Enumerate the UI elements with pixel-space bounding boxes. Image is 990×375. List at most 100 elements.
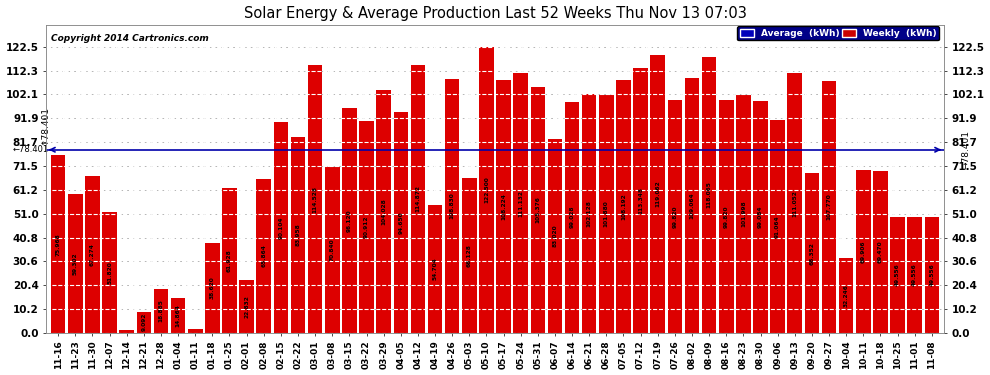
Text: 118.065: 118.065 — [707, 182, 712, 209]
Text: ↑78.401: ↑78.401 — [40, 106, 49, 145]
Bar — [634, 68, 647, 333]
Text: 111.052: 111.052 — [792, 190, 797, 217]
Text: 122.500: 122.500 — [484, 177, 489, 203]
Bar — [343, 108, 356, 333]
Text: 119.062: 119.062 — [655, 180, 660, 207]
Text: 108.224: 108.224 — [501, 193, 506, 220]
Bar — [462, 178, 476, 333]
Text: 113.348: 113.348 — [639, 187, 644, 214]
Text: 102.128: 102.128 — [587, 200, 592, 227]
Bar — [856, 170, 870, 333]
Text: Copyright 2014 Cartronics.com: Copyright 2014 Cartronics.com — [50, 34, 209, 43]
Text: 108.192: 108.192 — [621, 193, 626, 220]
Text: 75.968: 75.968 — [55, 233, 60, 255]
Bar — [599, 95, 614, 333]
Bar — [839, 258, 853, 333]
Bar — [667, 100, 682, 333]
Bar — [188, 329, 203, 333]
Bar — [514, 73, 528, 333]
Bar — [445, 79, 459, 333]
Bar — [908, 217, 922, 333]
Bar — [273, 122, 288, 333]
Text: 114.872: 114.872 — [416, 185, 421, 212]
Bar — [256, 179, 271, 333]
Text: 54.704: 54.704 — [433, 258, 438, 280]
Text: 65.864: 65.864 — [261, 244, 266, 267]
Bar — [393, 112, 408, 333]
Bar — [822, 81, 837, 333]
Text: 96.120: 96.120 — [346, 209, 351, 232]
Bar — [925, 217, 940, 333]
Bar — [531, 87, 545, 333]
Text: 99.084: 99.084 — [758, 206, 763, 228]
Text: 99.028: 99.028 — [569, 206, 574, 228]
Bar — [222, 188, 237, 333]
Bar — [616, 80, 631, 333]
Text: 9.092: 9.092 — [142, 313, 147, 332]
Bar — [496, 80, 511, 333]
Text: 51.820: 51.820 — [107, 261, 112, 284]
Text: →78.401: →78.401 — [961, 130, 971, 169]
Bar — [547, 139, 562, 333]
Text: 69.470: 69.470 — [878, 240, 883, 263]
Text: 105.376: 105.376 — [536, 196, 541, 223]
Text: 90.912: 90.912 — [364, 216, 369, 238]
Bar — [153, 289, 168, 333]
Text: 114.528: 114.528 — [313, 186, 318, 213]
Text: 68.352: 68.352 — [810, 242, 815, 264]
Text: 49.556: 49.556 — [930, 264, 935, 286]
Text: 66.128: 66.128 — [467, 244, 472, 267]
Bar — [565, 102, 579, 333]
Bar — [411, 64, 425, 333]
Title: Solar Energy & Average Production Last 52 Weeks Thu Nov 13 07:03: Solar Energy & Average Production Last 5… — [244, 6, 746, 21]
Bar — [650, 55, 665, 333]
Bar — [428, 205, 443, 333]
Bar — [873, 171, 888, 333]
Text: 18.885: 18.885 — [158, 299, 163, 322]
Text: 61.928: 61.928 — [227, 249, 232, 272]
Text: ←78.401: ←78.401 — [13, 145, 49, 154]
Bar — [787, 74, 802, 333]
Bar — [240, 280, 253, 333]
Text: 83.958: 83.958 — [295, 224, 301, 246]
Bar — [205, 243, 220, 333]
Bar — [325, 167, 340, 333]
Text: 14.864: 14.864 — [175, 304, 180, 327]
Bar — [753, 101, 768, 333]
Bar — [102, 212, 117, 333]
Bar — [376, 90, 391, 333]
Bar — [582, 94, 597, 333]
Bar — [719, 100, 734, 333]
Bar — [171, 298, 185, 333]
Bar — [737, 94, 750, 333]
Bar — [890, 217, 905, 333]
Text: 107.770: 107.770 — [827, 194, 832, 220]
Text: 111.132: 111.132 — [518, 190, 523, 217]
Bar — [291, 137, 305, 333]
Bar — [770, 120, 785, 333]
Text: 22.832: 22.832 — [245, 295, 249, 318]
Text: 99.820: 99.820 — [724, 205, 729, 228]
Text: 49.556: 49.556 — [912, 264, 917, 286]
Text: 90.104: 90.104 — [278, 216, 283, 239]
Bar — [137, 312, 151, 333]
Text: 101.998: 101.998 — [741, 201, 745, 227]
Bar — [805, 173, 819, 333]
Bar — [85, 176, 100, 333]
Text: 49.556: 49.556 — [895, 264, 900, 286]
Text: 101.880: 101.880 — [604, 201, 609, 227]
Text: 69.906: 69.906 — [860, 240, 866, 262]
Bar — [120, 330, 134, 333]
Text: 38.620: 38.620 — [210, 276, 215, 299]
Text: 59.302: 59.302 — [73, 252, 78, 275]
Text: 109.064: 109.064 — [689, 192, 695, 219]
Bar — [50, 155, 65, 333]
Bar — [308, 65, 323, 333]
Bar — [685, 78, 699, 333]
Text: 108.830: 108.830 — [449, 192, 454, 219]
Text: 32.246: 32.246 — [843, 284, 848, 307]
Legend: Average  (kWh), Weekly  (kWh): Average (kWh), Weekly (kWh) — [738, 26, 940, 40]
Text: 104.028: 104.028 — [381, 198, 386, 225]
Text: 91.064: 91.064 — [775, 215, 780, 238]
Bar — [68, 194, 82, 333]
